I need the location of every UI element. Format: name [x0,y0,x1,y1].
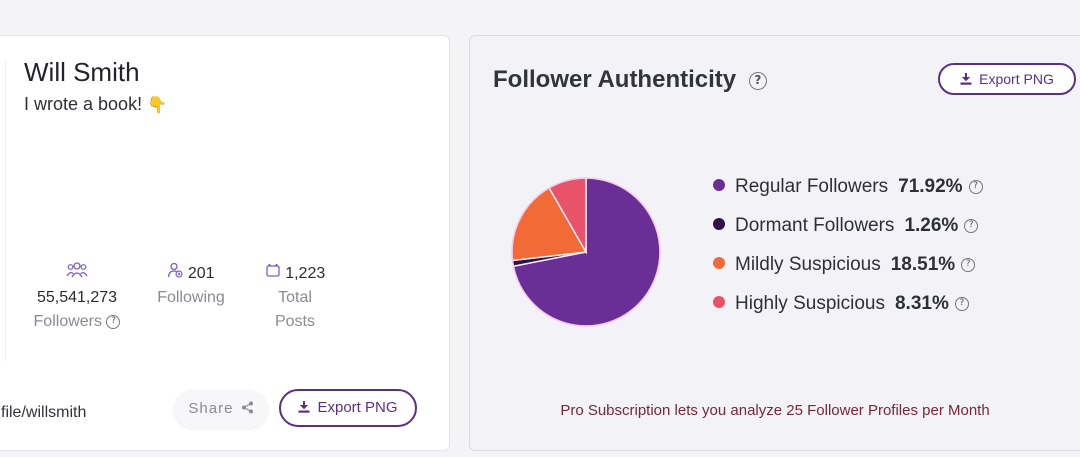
legend-item-regular-followers: Regular Followers 71.92%? [713,176,983,198]
question-icon[interactable]: ? [954,296,969,311]
followers-label: Followers [33,313,102,330]
top-strip [0,0,1080,36]
legend-dot [713,179,725,191]
user-add-icon [168,262,184,278]
profile-name: Will Smith [24,57,140,87]
legend-percent: 18.51% [890,254,956,275]
legend-dot [713,218,725,230]
question-icon[interactable]: ? [968,179,983,194]
following-count: 201 [187,265,215,282]
profile-url-text: file/willsmith [1,404,87,421]
stat-followers: 55,541,273 Followers ? [17,262,137,334]
legend-percent: 8.31% [894,293,949,314]
followers-label-row: Followers ? [17,310,137,334]
pie-outline [511,177,661,327]
follower-authenticity-card: Follower Authenticity ? Export PNG Regul… [469,35,1080,451]
legend-label: Mildly Suspicious [735,254,881,275]
following-label: Following [157,289,225,306]
authenticity-title: Follower Authenticity ? [493,66,767,94]
posts-label-line2: Posts [274,313,315,330]
legend-item-highly-suspicious: Highly Suspicious 8.31%? [713,293,969,315]
authenticity-pie-chart [511,177,661,327]
profile-divider [5,61,6,361]
export-png-label: Export PNG [317,399,398,416]
pointing-down-emoji: 👇 [147,97,168,114]
download-icon [298,401,310,413]
legend-item-mildly-suspicious: Mildly Suspicious 18.51%? [713,254,976,276]
legend-label: Highly Suspicious [735,293,885,314]
share-button[interactable]: Share [174,390,268,428]
profile-bio-text: I wrote a book! [24,94,143,114]
legend-dot [713,257,725,269]
pro-subscription-note: Pro Subscription lets you analyze 25 Fol… [560,402,990,419]
followers-count: 55,541,273 [36,289,118,306]
share-icon [241,401,253,414]
legend-percent: 1.26% [904,215,959,236]
profile-card: Will Smith I wrote a book! 👇 55,541,273 … [0,35,450,451]
legend-label: Regular Followers [735,176,889,197]
export-png-button[interactable]: Export PNG [279,389,417,427]
stat-posts: 1,223 Total Posts [255,262,335,334]
posts-icon [266,263,280,277]
legend-percent: 71.92% [898,176,963,197]
question-icon[interactable]: ? [748,71,767,90]
posts-label-line1: Total [278,289,312,306]
users-icon [66,262,88,278]
download-icon [960,73,972,85]
legend-item-dormant-followers: Dormant Followers 1.26%? [713,215,979,237]
legend-label: Dormant Followers [735,215,895,236]
question-icon[interactable]: ? [961,257,976,272]
legend-dot [713,296,725,308]
question-icon[interactable]: ? [964,218,979,233]
share-label: Share [188,400,234,417]
profile-bio: I wrote a book! 👇 [24,94,167,115]
authenticity-export-png-button[interactable]: Export PNG [938,63,1076,95]
profile-url[interactable]: file/willsmith [0,404,86,422]
authenticity-title-text: Follower Authenticity [493,66,737,93]
posts-count: 1,223 [285,265,326,282]
question-icon[interactable]: ? [106,314,121,329]
stat-following: 201 Following [151,262,231,310]
authenticity-export-label: Export PNG [979,71,1054,87]
